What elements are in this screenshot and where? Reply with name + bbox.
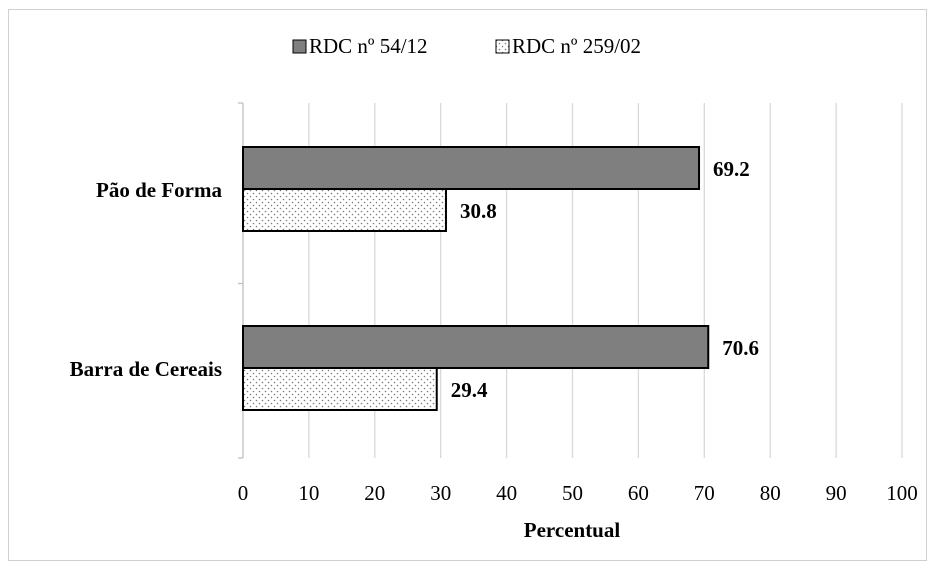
x-axis-title: Percentual (524, 518, 621, 542)
x-tick-label: 30 (430, 481, 451, 505)
x-tick-label: 90 (826, 481, 847, 505)
x-tick-label: 40 (496, 481, 517, 505)
data-label: 30.8 (460, 199, 497, 223)
data-label: 29.4 (451, 378, 488, 402)
data-label: 70.6 (722, 336, 759, 360)
data-label: 69.2 (713, 157, 750, 181)
bar-0-0 (242, 146, 701, 190)
legend-label-rdc-54-12: RDC nº 54/12 (309, 34, 428, 58)
x-tick-label: 80 (760, 481, 781, 505)
x-tick-label: 0 (238, 481, 249, 505)
x-tick-labels: 0 10 20 30 40 50 60 70 80 90 100 (238, 481, 918, 505)
data-labels: 69.2 30.8 70.6 29.4 (451, 157, 759, 402)
legend-swatch-rdc-54-12 (292, 39, 307, 54)
legend: RDC nº 54/12 RDC nº 259/02 (292, 34, 641, 58)
bar-1-0 (242, 325, 710, 369)
bar-1-1 (242, 367, 438, 411)
category-label: Barra de Cereais (70, 357, 222, 381)
chart-frame (8, 9, 927, 561)
bars (242, 146, 710, 411)
legend-label-rdc-259-02: RDC nº 259/02 (512, 34, 641, 58)
legend-swatch-rdc-259-02 (495, 39, 510, 54)
category-label: Pão de Forma (96, 178, 222, 202)
x-tick-label: 50 (562, 481, 583, 505)
x-tick-label: 100 (886, 481, 918, 505)
x-tick-label: 70 (694, 481, 715, 505)
x-tick-label: 20 (364, 481, 385, 505)
category-labels: Pão de Forma Barra de Cereais (70, 178, 223, 381)
x-tick-label: 10 (298, 481, 319, 505)
bar-0-1 (242, 188, 447, 232)
x-tick-label: 60 (628, 481, 649, 505)
